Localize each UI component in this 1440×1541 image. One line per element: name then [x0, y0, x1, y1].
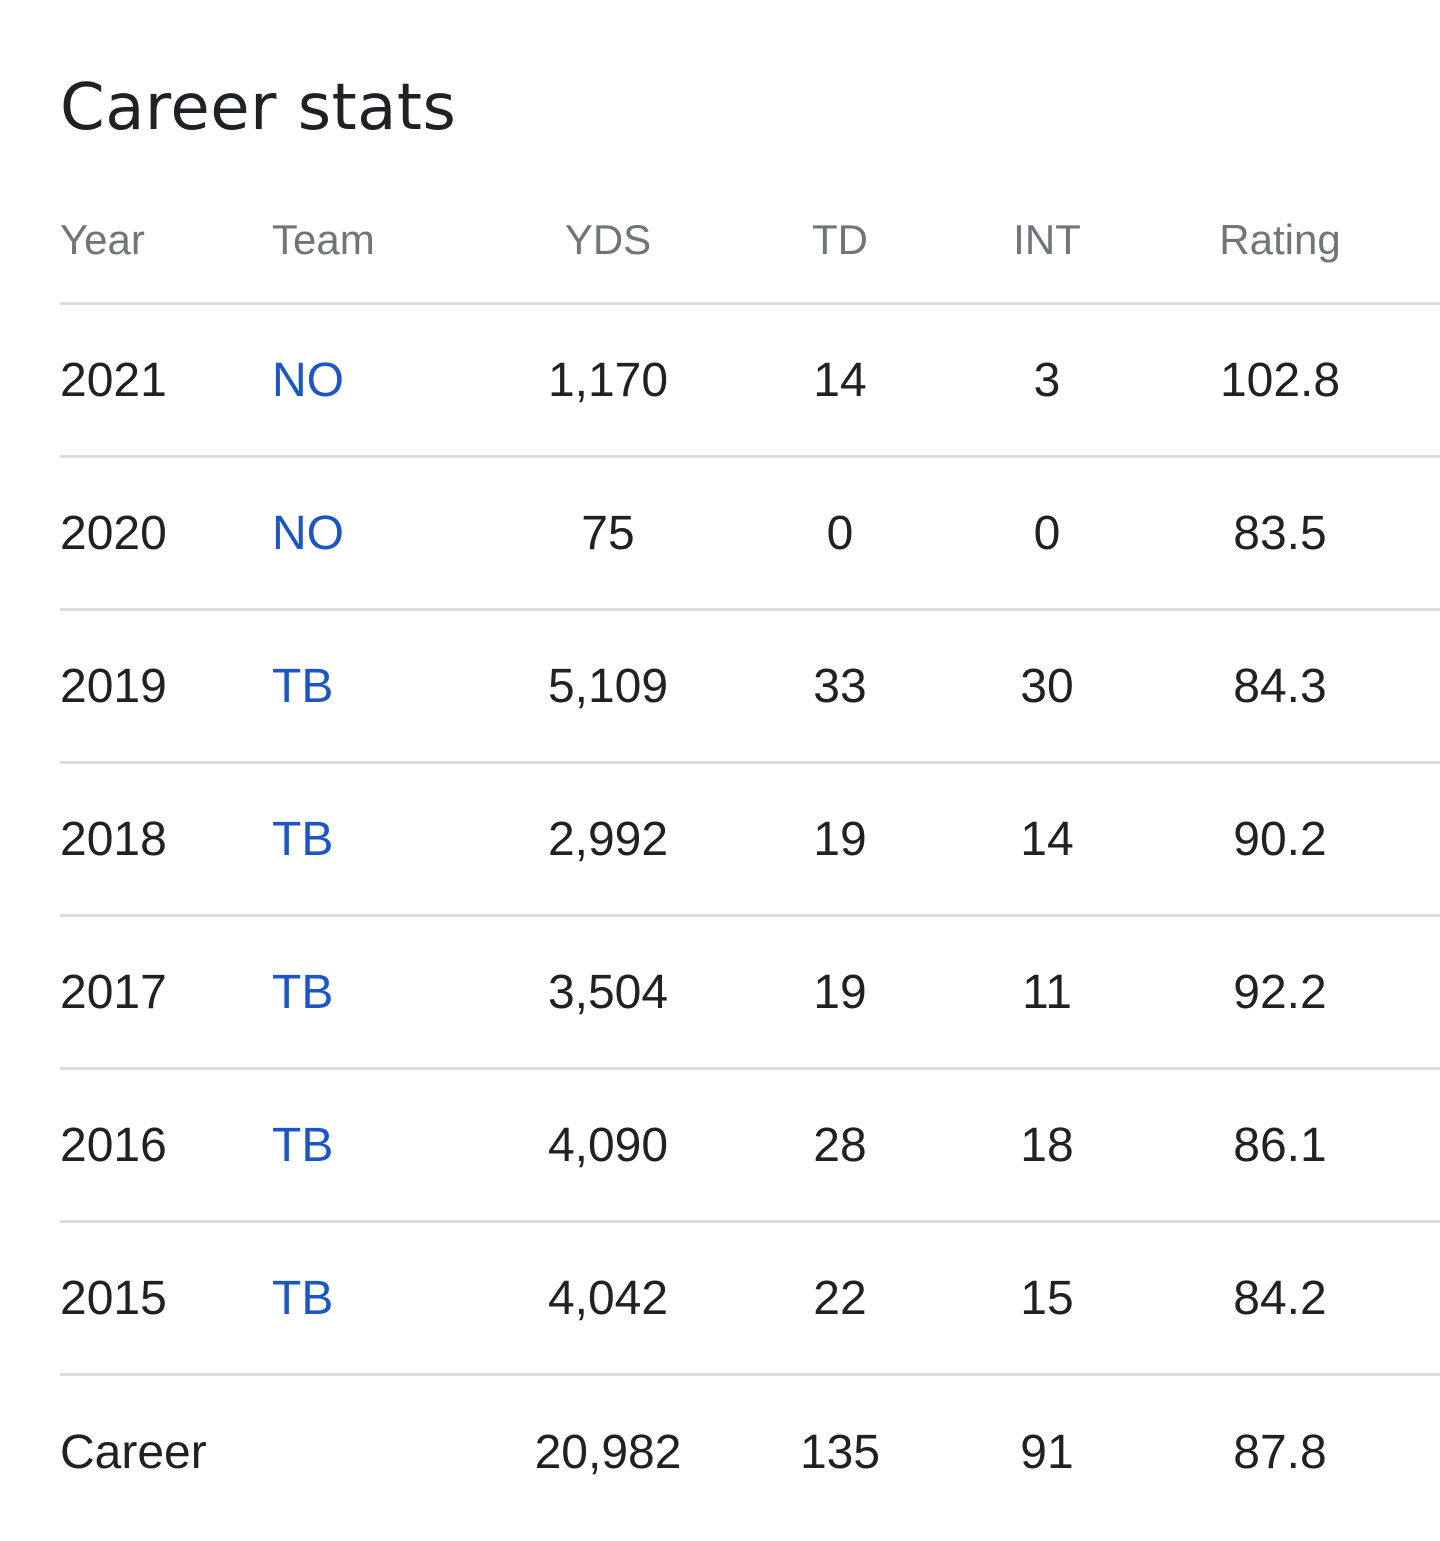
column-header-year: Year — [60, 216, 145, 263]
td-cell: 14 — [813, 353, 867, 407]
yds-cell: 2,992 — [547, 812, 669, 866]
rating-cell: 86.1 — [1233, 1118, 1327, 1172]
career-yds-cell: 20,982 — [534, 1426, 682, 1479]
career-rating-cell: 87.8 — [1233, 1426, 1327, 1479]
rating-cell: 84.2 — [1233, 1271, 1327, 1325]
team-link[interactable]: TB — [272, 1118, 334, 1172]
career-td-cell: 135 — [799, 1426, 881, 1479]
yds-cell: 4,042 — [547, 1271, 669, 1325]
int-cell: 0 — [1033, 506, 1061, 560]
rating-cell: 102.8 — [1219, 353, 1341, 407]
career-int-cell: 91 — [1020, 1426, 1074, 1479]
table-row: 2018 TB 2,992 19 14 90.2 — [60, 764, 1440, 917]
section-title: Career stats — [60, 71, 457, 145]
int-cell: 3 — [1033, 353, 1061, 407]
td-cell: 33 — [813, 659, 867, 713]
td-cell: 28 — [813, 1118, 867, 1172]
career-stats-table: Year Team YDS TD INT Rating 2021 NO 1,17… — [60, 182, 1440, 1529]
column-header-td: TD — [812, 216, 868, 263]
yds-cell: 3,504 — [547, 965, 669, 1019]
table-header-row: Year Team YDS TD INT Rating — [60, 182, 1440, 305]
int-cell: 15 — [1020, 1271, 1074, 1325]
year-cell: 2016 — [60, 1118, 167, 1172]
year-cell: 2019 — [60, 659, 167, 713]
rating-cell: 90.2 — [1233, 812, 1327, 866]
column-header-yds: YDS — [564, 216, 652, 263]
int-cell: 14 — [1020, 812, 1074, 866]
int-cell: 30 — [1020, 659, 1074, 713]
td-cell: 0 — [826, 506, 854, 560]
team-link[interactable]: TB — [272, 812, 334, 866]
td-cell: 22 — [813, 1271, 867, 1325]
td-cell: 19 — [813, 812, 867, 866]
rating-cell: 83.5 — [1233, 506, 1327, 560]
team-link[interactable]: NO — [272, 506, 344, 560]
year-cell: 2018 — [60, 812, 167, 866]
int-cell: 11 — [1022, 965, 1072, 1019]
career-label: Career — [60, 1426, 207, 1479]
year-cell: 2015 — [60, 1271, 167, 1325]
year-cell: 2021 — [60, 353, 167, 407]
yds-cell: 4,090 — [547, 1118, 669, 1172]
year-cell: 2020 — [60, 506, 167, 560]
rating-cell: 84.3 — [1233, 659, 1327, 713]
column-header-rating: Rating — [1219, 216, 1341, 263]
int-cell: 18 — [1020, 1118, 1074, 1172]
table-row: 2019 TB 5,109 33 30 84.3 — [60, 611, 1440, 764]
team-link[interactable]: TB — [272, 1271, 334, 1325]
year-cell: 2017 — [60, 965, 167, 1019]
table-row: 2017 TB 3,504 19 11 92.2 — [60, 917, 1440, 1070]
rating-cell: 92.2 — [1233, 965, 1327, 1019]
yds-cell: 75 — [581, 506, 635, 560]
team-link[interactable]: NO — [272, 353, 344, 407]
column-header-int: INT — [1013, 216, 1081, 263]
team-link[interactable]: TB — [272, 659, 334, 713]
td-cell: 19 — [813, 965, 867, 1019]
yds-cell: 5,109 — [547, 659, 669, 713]
table-row: 2021 NO 1,170 14 3 102.8 — [60, 305, 1440, 458]
team-link[interactable]: TB — [272, 965, 334, 1019]
table-row: 2020 NO 75 0 0 83.5 — [60, 458, 1440, 611]
table-row: 2016 TB 4,090 28 18 86.1 — [60, 1070, 1440, 1223]
yds-cell: 1,170 — [547, 353, 669, 407]
column-header-team: Team — [272, 216, 375, 263]
career-total-row: Career 20,982 135 91 87.8 — [60, 1376, 1440, 1529]
table-row: 2015 TB 4,042 22 15 84.2 — [60, 1223, 1440, 1376]
